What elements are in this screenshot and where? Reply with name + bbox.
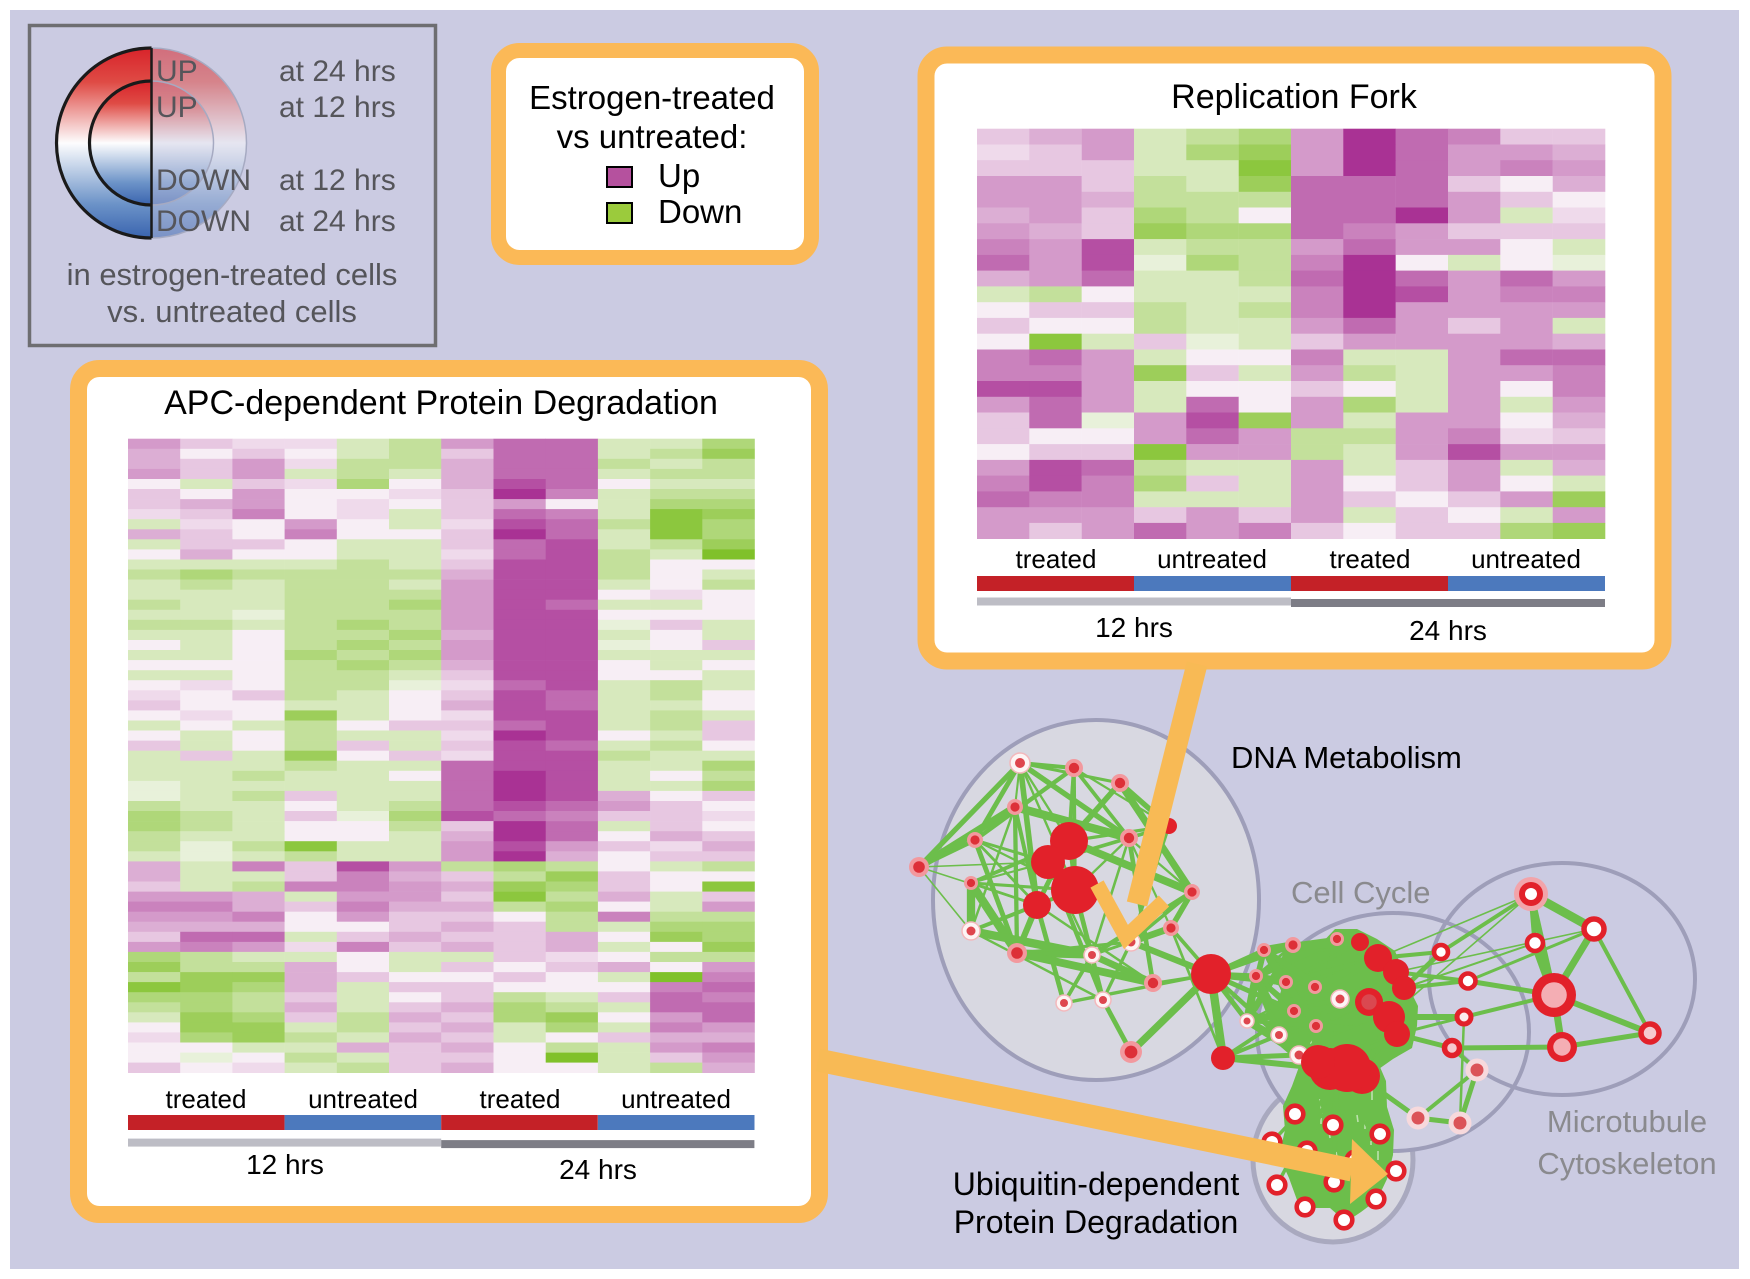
svg-text:Ubiquitin-dependent: Ubiquitin-dependent xyxy=(953,1166,1240,1202)
svg-text:untreated: untreated xyxy=(621,1084,731,1114)
svg-text:DNA Metabolism: DNA Metabolism xyxy=(1231,740,1462,775)
svg-text:treated: treated xyxy=(1016,544,1097,574)
svg-text:at 12 hrs: at 12 hrs xyxy=(279,164,396,197)
svg-text:Replication Fork: Replication Fork xyxy=(1171,78,1418,116)
svg-text:Down: Down xyxy=(658,193,742,230)
svg-text:at 12 hrs: at 12 hrs xyxy=(279,91,396,124)
svg-text:in estrogen-treated cells: in estrogen-treated cells xyxy=(67,257,398,292)
svg-text:24 hrs: 24 hrs xyxy=(1409,615,1487,646)
svg-text:untreated: untreated xyxy=(1157,544,1267,574)
svg-text:Cell Cycle: Cell Cycle xyxy=(1291,875,1431,910)
svg-text:Microtubule: Microtubule xyxy=(1547,1104,1707,1139)
svg-text:UP: UP xyxy=(156,55,198,88)
svg-text:12 hrs: 12 hrs xyxy=(246,1149,324,1180)
svg-text:at 24 hrs: at 24 hrs xyxy=(279,55,396,88)
svg-text:Up: Up xyxy=(658,157,700,194)
svg-text:Estrogen-treated: Estrogen-treated xyxy=(529,79,775,116)
svg-text:vs untreated:: vs untreated: xyxy=(557,118,748,155)
svg-text:APC-dependent Protein Degradat: APC-dependent Protein Degradation xyxy=(164,384,718,422)
svg-text:treated: treated xyxy=(1330,544,1411,574)
svg-text:12 hrs: 12 hrs xyxy=(1095,612,1173,643)
svg-text:Cytoskeleton: Cytoskeleton xyxy=(1537,1146,1716,1181)
svg-text:untreated: untreated xyxy=(1471,544,1581,574)
svg-text:UP: UP xyxy=(156,91,198,124)
svg-text:untreated: untreated xyxy=(308,1084,418,1114)
svg-text:24 hrs: 24 hrs xyxy=(559,1154,637,1185)
svg-text:vs. untreated cells: vs. untreated cells xyxy=(107,294,357,329)
svg-text:Protein Degradation: Protein Degradation xyxy=(954,1204,1239,1240)
svg-text:treated: treated xyxy=(480,1084,561,1114)
svg-text:DOWN: DOWN xyxy=(156,205,251,238)
svg-text:treated: treated xyxy=(166,1084,247,1114)
svg-text:at 24 hrs: at 24 hrs xyxy=(279,205,396,238)
svg-text:DOWN: DOWN xyxy=(156,164,251,197)
